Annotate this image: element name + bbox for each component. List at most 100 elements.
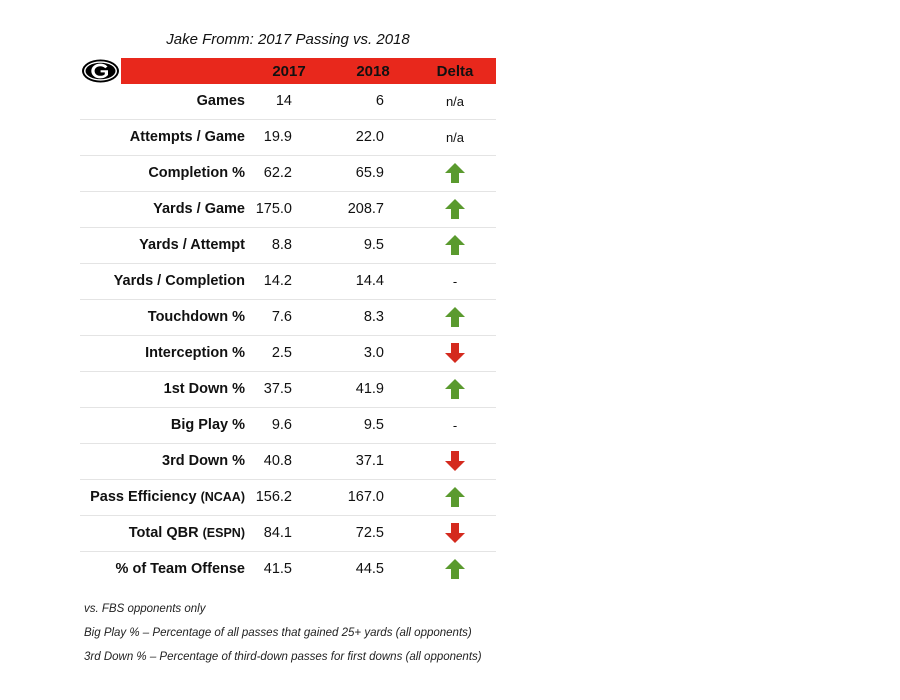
georgia-g-logo [80, 58, 121, 84]
down-arrow-icon [445, 451, 465, 472]
row-label: Total QBR (ESPN) [80, 516, 245, 551]
row-label-text: Yards / Completion [113, 273, 245, 289]
value-2017: 62.2 [263, 165, 292, 181]
footnote: 3rd Down % – Percentage of third-down pa… [84, 651, 482, 663]
row-label-text: Yards / Game [153, 201, 245, 217]
row-label: Pass Efficiency (NCAA) [80, 480, 245, 515]
down-arrow-icon [445, 523, 465, 544]
row-label: % of Team Offense [80, 552, 245, 587]
table-row: Completion % 62.2 65.9 [80, 156, 496, 192]
up-arrow-icon [445, 307, 465, 328]
value-2017: 41.5 [263, 561, 292, 577]
value-2018: 8.3 [363, 309, 384, 325]
table-body: Games 14 6 n/a Attempts / Game 19.9 22.0 n/a Com… [80, 84, 496, 588]
row-label: 3rd Down % [80, 444, 245, 479]
table-row: 3rd Down % 40.8 37.1 [80, 444, 496, 480]
value-2017: 175.0 [255, 201, 292, 217]
delta-cell [414, 192, 496, 227]
delta-cell: n/a [414, 84, 496, 119]
row-label-text: Games [196, 93, 245, 109]
column-header-2018: 2018 [356, 63, 390, 80]
delta-cell [414, 480, 496, 515]
up-arrow-icon [445, 235, 465, 256]
table-row: Attempts / Game 19.9 22.0 n/a [80, 120, 496, 156]
table-row: Yards / Game 175.0 208.7 [80, 192, 496, 228]
delta-cell [414, 228, 496, 263]
value-2018: 65.9 [355, 165, 384, 181]
delta-cell: - [414, 408, 496, 443]
value-2018: 44.5 [355, 561, 384, 577]
value-2018: 9.5 [363, 237, 384, 253]
row-label: Big Play % [80, 408, 245, 443]
delta-cell [414, 336, 496, 371]
row-label: Yards / Game [80, 192, 245, 227]
delta-cell [414, 300, 496, 335]
up-arrow-icon [445, 379, 465, 400]
row-label: Touchdown % [80, 300, 245, 335]
row-label-text: 1st Down % [163, 381, 245, 397]
table-row: Pass Efficiency (NCAA) 156.2 167.0 [80, 480, 496, 516]
row-label-text: Yards / Attempt [139, 237, 245, 253]
delta-cell [414, 444, 496, 479]
row-label: Yards / Completion [80, 264, 245, 299]
footnote: vs. FBS opponents only [84, 603, 206, 615]
row-label-text: Pass Efficiency [90, 489, 197, 505]
value-2018: 22.0 [355, 129, 384, 145]
value-2017: 37.5 [263, 381, 292, 397]
delta-cell [414, 372, 496, 407]
value-2018: 37.1 [355, 453, 384, 469]
value-2017: 14.2 [263, 273, 292, 289]
up-arrow-icon [445, 163, 465, 184]
delta-text: n/a [445, 130, 465, 145]
delta-text: - [452, 418, 458, 433]
row-label: Yards / Attempt [80, 228, 245, 263]
delta-text: n/a [445, 94, 465, 109]
value-2017: 156.2 [255, 489, 292, 505]
column-header-2017: 2017 [272, 63, 306, 80]
delta-cell [414, 552, 496, 587]
table-row: % of Team Offense 41.5 44.5 [80, 552, 496, 588]
table-row: 1st Down % 37.5 41.9 [80, 372, 496, 408]
row-label-text: Attempts / Game [129, 129, 245, 145]
row-label-qualifier: (NCAA) [200, 490, 245, 504]
value-2018: 208.7 [347, 201, 384, 217]
delta-cell [414, 156, 496, 191]
footnote: Big Play % – Percentage of all passes th… [84, 627, 472, 639]
up-arrow-icon [445, 559, 465, 580]
value-2017: 2.5 [271, 345, 292, 361]
row-label: Completion % [80, 156, 245, 191]
row-label: Games [80, 84, 245, 119]
value-2017: 84.1 [263, 525, 292, 541]
row-label: Interception % [80, 336, 245, 371]
row-label-text: % of Team Offense [115, 561, 245, 577]
row-label-qualifier: (ESPN) [202, 526, 245, 540]
value-2018: 3.0 [363, 345, 384, 361]
delta-cell [414, 516, 496, 551]
delta-text: - [452, 274, 458, 289]
table-row: Yards / Completion 14.2 14.4 - [80, 264, 496, 300]
row-label-text: Interception % [145, 345, 245, 361]
row-label-text: Big Play % [170, 417, 245, 433]
table-row: Yards / Attempt 8.8 9.5 [80, 228, 496, 264]
column-header-delta: Delta [436, 63, 474, 80]
delta-cell: - [414, 264, 496, 299]
value-2018: 14.4 [355, 273, 384, 289]
table-row: Games 14 6 n/a [80, 84, 496, 120]
row-label-text: 3rd Down % [162, 453, 245, 469]
value-2018: 167.0 [347, 489, 384, 505]
row-label-text: Touchdown % [147, 309, 245, 325]
chart-title: Jake Fromm: 2017 Passing vs. 2018 [166, 31, 410, 48]
value-2017: 14 [275, 93, 292, 109]
table-row: Interception % 2.5 3.0 [80, 336, 496, 372]
table-header: 2017 2018 Delta [80, 58, 496, 84]
table-row: Big Play % 9.6 9.5 - [80, 408, 496, 444]
row-label-text: Total QBR [128, 525, 199, 541]
value-2017: 9.6 [271, 417, 292, 433]
footnotes: vs. FBS opponents only Big Play % – Perce… [84, 601, 482, 673]
row-label: Attempts / Game [80, 120, 245, 155]
row-label-text: Completion % [148, 165, 245, 181]
value-2018: 41.9 [355, 381, 384, 397]
down-arrow-icon [445, 343, 465, 364]
value-2018: 9.5 [363, 417, 384, 433]
row-label: 1st Down % [80, 372, 245, 407]
